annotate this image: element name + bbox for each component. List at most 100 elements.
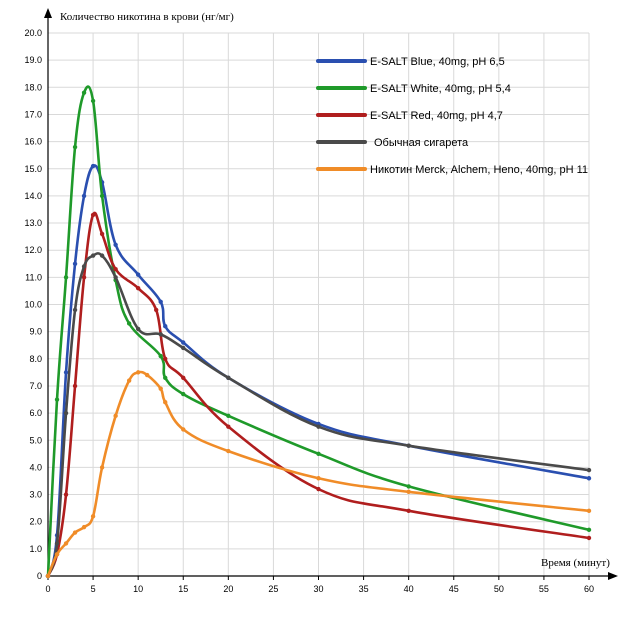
x-tick-label: 45: [449, 584, 459, 594]
y-tick-label: 13.0: [24, 218, 42, 228]
series-point: [181, 427, 186, 432]
series-point: [81, 524, 87, 530]
series-point: [586, 467, 592, 473]
y-tick-label: 16.0: [24, 137, 42, 147]
series-point: [316, 476, 321, 481]
series-point: [54, 552, 60, 557]
series-point: [72, 144, 78, 150]
x-tick-label: 55: [539, 584, 549, 594]
y-tick-label: 19.0: [24, 55, 42, 65]
legend-label: E-SALT Red, 40mg, pH 4,7: [370, 110, 503, 122]
series-point: [113, 242, 118, 247]
x-tick-label: 40: [404, 584, 414, 594]
y-tick-label: 10.0: [24, 300, 42, 310]
y-tick-label: 0: [37, 571, 42, 581]
series-point: [406, 508, 411, 514]
x-tick-label: 35: [359, 584, 369, 594]
series-point: [406, 443, 411, 448]
series-point: [316, 486, 321, 492]
series-point: [113, 413, 118, 419]
series-point: [226, 375, 231, 381]
series-point: [135, 326, 141, 332]
x-tick-label: 10: [133, 584, 143, 594]
series-point: [135, 370, 141, 375]
series-point: [81, 275, 87, 280]
series-point: [90, 163, 96, 169]
series-point: [63, 370, 69, 375]
series-point: [163, 375, 168, 381]
legend-label: E-SALT White, 40mg, pH 5,4: [370, 83, 511, 95]
series-point: [586, 535, 592, 541]
series-point: [226, 424, 231, 429]
series-point: [63, 275, 69, 280]
series-point: [135, 286, 141, 291]
series-point: [126, 321, 132, 326]
series-point: [163, 356, 168, 361]
x-axis-title: Время (минут): [541, 557, 610, 569]
series-point: [54, 397, 60, 402]
series-point: [154, 307, 159, 313]
x-tick-label: 30: [313, 584, 323, 594]
series-point: [158, 353, 163, 359]
series-point: [54, 541, 60, 546]
series-point: [181, 345, 186, 351]
series-point: [63, 410, 69, 416]
x-tick-label: 15: [178, 584, 188, 594]
y-tick-label: 9.0: [29, 327, 42, 337]
series-point: [181, 375, 186, 381]
y-tick-label: 12.0: [24, 245, 42, 255]
x-tick-label: 5: [91, 584, 96, 594]
series-point: [158, 386, 163, 391]
series-point: [90, 514, 96, 519]
series-point: [90, 253, 96, 258]
x-tick-label: 20: [223, 584, 233, 594]
y-tick-label: 5.0: [29, 435, 42, 445]
series-point: [90, 212, 96, 218]
series-point: [406, 489, 411, 495]
axes: 0 1.0 2.0 3.0 4.0 5.0 6.0 7.0 8.0 9.0 10.0 11.0 12.0…: [24, 8, 618, 594]
series-point: [158, 299, 163, 304]
y-tick-label: 11.0: [25, 272, 42, 282]
x-tick-label: 60: [584, 584, 594, 594]
series-point: [72, 307, 78, 313]
series-point: [126, 378, 132, 383]
legend-label: Обычная сигарета: [374, 137, 469, 149]
series-point: [135, 272, 141, 277]
series-line: [46, 252, 591, 578]
x-tick-label: 50: [494, 584, 504, 594]
y-tick-label: 2.0: [29, 517, 42, 527]
series-point: [113, 275, 118, 280]
x-axis-arrow: [608, 572, 618, 580]
series-point: [99, 231, 105, 237]
series-layer: [45, 85, 592, 579]
legend-label: Никотин Merck, Alchem, Heno, 40mg, pH 11: [370, 164, 588, 176]
series-point: [163, 400, 168, 405]
series-point: [586, 508, 592, 514]
series-point: [406, 484, 411, 489]
series-point: [163, 324, 168, 329]
series-point: [72, 383, 78, 389]
series-point: [181, 340, 186, 345]
series-point: [226, 448, 231, 454]
y-tick-label: 15.0: [24, 164, 42, 174]
series-point: [99, 193, 105, 199]
series-point: [81, 90, 87, 95]
legend: E-SALT Blue, 40mg, pH 6,5 E-SALT White, 4…: [316, 56, 588, 176]
y-tick-label: 1.0: [29, 544, 42, 554]
y-tick-label: 14.0: [24, 191, 42, 201]
y-tick-label: 3.0: [29, 490, 42, 500]
series-point: [181, 391, 186, 397]
series-point: [226, 413, 231, 419]
x-tick-label: 25: [268, 584, 278, 594]
y-tick-label: 7.0: [29, 381, 42, 391]
series-point: [90, 98, 96, 104]
y-tick-label: 4.0: [29, 462, 42, 472]
series-point: [72, 530, 78, 535]
series-point: [144, 372, 150, 378]
y-axis-title: Количество никотина в крови (нг/мг): [60, 11, 234, 23]
series-point: [99, 253, 105, 258]
series-point: [45, 573, 51, 579]
series-point: [586, 476, 592, 481]
series-point: [81, 264, 87, 269]
